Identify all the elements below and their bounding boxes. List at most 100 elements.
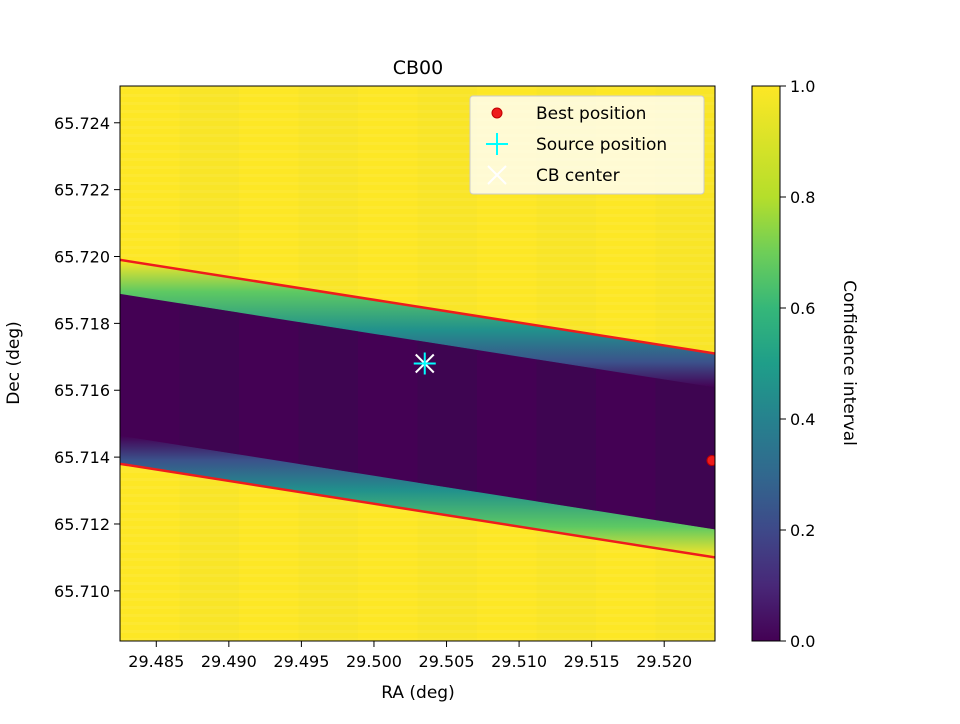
heatmap-row — [120, 134, 715, 137]
heatmap-row — [120, 294, 715, 297]
heatmap-row — [120, 278, 715, 281]
heatmap-row — [120, 174, 715, 177]
x-tick-label: 29.485 — [128, 652, 184, 671]
heatmap-row — [120, 110, 715, 113]
band-column — [179, 303, 239, 455]
heatmap-row — [120, 166, 715, 169]
heatmap-row — [120, 534, 715, 537]
x-tick-label: 29.490 — [201, 652, 257, 671]
heatmap-row — [120, 630, 715, 633]
confidence-band-edge-lower — [120, 435, 715, 558]
colorbar-tick-label: 0.0 — [790, 632, 815, 651]
heatmap-row — [120, 614, 715, 617]
heatmap-row — [120, 118, 715, 121]
heatmap-row — [120, 190, 715, 193]
band-column — [536, 359, 596, 511]
lower-boundary-line — [120, 462, 715, 559]
colorbar-label: Confidence interval — [839, 280, 859, 446]
x-tick-label: 29.510 — [491, 652, 547, 671]
y-tick-label: 65.718 — [54, 314, 110, 333]
heatmap-row — [120, 238, 715, 241]
x-axis-ticks: 29.485 29.490 29.495 29.500 29.505 29.510 29.5… — [128, 641, 692, 671]
y-tick-label: 65.716 — [54, 381, 110, 400]
x-tick-label: 29.520 — [636, 652, 692, 671]
heatmap-row — [120, 542, 715, 545]
y-axis-ticks: 65.710 65.712 65.714 65.716 65.718 65.720 65.7… — [54, 114, 120, 601]
x-tick-label: 29.495 — [273, 652, 329, 671]
heatmap-row — [120, 230, 715, 233]
chart-title: CB00 — [393, 57, 443, 79]
heatmap-row — [120, 582, 715, 585]
colorbar-tick-label: 0.8 — [790, 188, 815, 207]
heatmap-row — [120, 302, 715, 305]
band-column — [417, 340, 477, 492]
heatmap-row — [120, 590, 715, 593]
x-axis-label: RA (deg) — [381, 683, 454, 703]
heatmap-row — [120, 598, 715, 601]
colorbar: 0.0 0.2 0.4 0.6 0.8 1.0 Confidence interval — [751, 77, 859, 651]
colorbar-tick-label: 1.0 — [790, 77, 815, 96]
heatmap-row — [120, 158, 715, 161]
x-tick-label: 29.500 — [346, 652, 402, 671]
heatmap-row — [120, 222, 715, 225]
heatmap-row — [120, 262, 715, 265]
band-column — [655, 378, 715, 530]
colorbar-tick-label: 0.4 — [790, 410, 815, 429]
y-axis-label: Dec (deg) — [4, 321, 24, 405]
best-position-marker — [706, 454, 715, 466]
legend-entry: Best position — [491, 104, 646, 124]
legend-entry: CB center — [487, 165, 620, 186]
heatmap-row — [120, 286, 715, 289]
y-tick-label: 65.720 — [54, 248, 110, 267]
heatmap-row — [120, 622, 715, 625]
y-tick-label: 65.714 — [54, 448, 110, 467]
upper-boundary-line — [120, 258, 715, 355]
legend-label: CB center — [536, 166, 620, 186]
colorbar-tick-label: 0.2 — [790, 521, 815, 540]
best-position-dot — [491, 107, 503, 119]
legend-label: Best position — [536, 104, 646, 124]
heatmap-row — [120, 214, 715, 217]
heatmap-row — [120, 102, 715, 105]
heatmap-row — [120, 94, 715, 97]
y-tick-label: 65.712 — [54, 515, 110, 534]
heatmap-row — [120, 86, 715, 89]
heatmap-row — [120, 550, 715, 553]
confidence-band-edge-upper — [120, 259, 715, 388]
legend-box — [469, 95, 705, 195]
colorbar-gradient — [751, 85, 781, 642]
heatmap-row — [120, 150, 715, 153]
heatmap-row — [120, 182, 715, 185]
legend-label: Source position — [536, 135, 667, 155]
heatmap-row — [120, 574, 715, 577]
heatmap-row — [120, 606, 715, 609]
legend-entry: Source position — [486, 133, 667, 155]
heatmap-row — [120, 198, 715, 201]
band-stripes — [179, 303, 715, 530]
heatmap-row — [120, 558, 715, 561]
x-stroke-b — [487, 165, 507, 185]
heatmap-row — [120, 566, 715, 569]
band-column — [298, 321, 358, 474]
heatmap-row — [120, 206, 715, 209]
x-tick-label: 29.505 — [419, 652, 475, 671]
heatmap-row — [120, 254, 715, 257]
heatmap-row — [120, 518, 715, 521]
heatmap-row — [120, 142, 715, 145]
legend: Best position Source position CB center — [469, 95, 705, 195]
colorbar-tick-label: 0.6 — [790, 299, 815, 318]
heatmap-row — [120, 638, 715, 641]
colorbar-ticks: 0.0 0.2 0.4 0.6 0.8 1.0 — [780, 77, 815, 651]
heatmap-row — [120, 126, 715, 129]
source-position-marker — [413, 352, 436, 375]
heatmap-row — [120, 246, 715, 249]
plot-frame — [119, 85, 716, 642]
y-tick-label: 65.722 — [54, 181, 110, 200]
x-tick-label: 29.515 — [564, 652, 620, 671]
heatmap-row — [120, 270, 715, 273]
best-position-dot — [706, 454, 715, 466]
y-tick-label: 65.724 — [54, 114, 110, 133]
y-tick-label: 65.710 — [54, 582, 110, 601]
